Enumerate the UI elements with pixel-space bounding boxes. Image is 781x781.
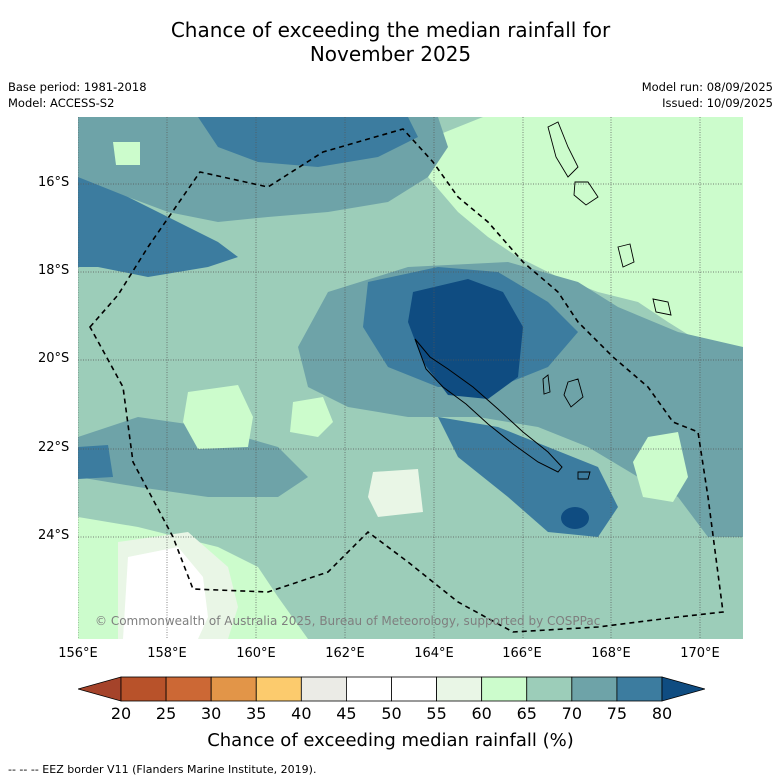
shade-60-65-patch-c [633, 432, 688, 502]
vanuatu-north-coastline [547, 121, 579, 178]
shade-45-55-southwest [123, 547, 208, 639]
colorbar-cell [526, 676, 573, 702]
colorbar-cell [391, 676, 437, 702]
colorbar-tick-label: 65 [516, 704, 537, 723]
colorbar-cell [210, 676, 257, 702]
colorbar-cells [78, 676, 705, 702]
lon-tick: 164°E [414, 646, 454, 661]
loyalty-islands-coastline [563, 378, 584, 408]
issued-date: Issued: 10/09/2025 [662, 96, 773, 110]
title-line-2: November 2025 [309, 42, 472, 66]
lifou-coastline [542, 374, 551, 395]
shade-75-80-west [78, 177, 238, 277]
colorbar-cell [120, 676, 167, 702]
vanuatu-south-coastline [617, 243, 635, 268]
colorbar-cell [165, 676, 212, 702]
colorbar-arrow-low [78, 676, 122, 702]
lat-tick: 16°S [38, 175, 70, 190]
colorbar [78, 676, 705, 702]
right-metadata: Model run: 08/09/2025 Issued: 10/09/2025 [642, 79, 773, 111]
colorbar-tick-label: 60 [471, 704, 492, 723]
colorbar-tick-label: 20 [110, 704, 132, 723]
colorbar-tick-label: 25 [155, 704, 177, 723]
shade-80-plus-south [561, 507, 589, 529]
isle-of-pines-coastline [577, 471, 591, 480]
eez-footnote: -- -- -- EEZ border V11 (Flanders Marine… [8, 763, 317, 776]
colorbar-arrow-high [661, 676, 705, 702]
lon-tick: 156°E [58, 646, 98, 661]
lon-tick: 166°E [502, 646, 542, 661]
lon-tick: 160°E [236, 646, 276, 661]
map-title: Chance of exceeding the median rainfall … [0, 18, 781, 66]
lat-tick: 22°S [38, 440, 70, 455]
base-period: Base period: 1981-2018 [8, 80, 147, 94]
colorbar-tick-label: 55 [426, 704, 447, 723]
colorbar-cell [300, 676, 347, 702]
shade-75-80-south [438, 417, 618, 537]
colorbar-cell [616, 676, 663, 702]
lon-tick: 168°E [591, 646, 631, 661]
lat-tick: 24°S [38, 528, 70, 543]
colorbar-tick-label: 50 [381, 704, 402, 723]
shade-70-75-west [78, 417, 308, 497]
shade-60-65-patch-a [183, 385, 253, 449]
eez-border [89, 128, 724, 633]
vanuatu-central-coastline [573, 181, 599, 206]
colorbar-tick-label: 80 [651, 704, 673, 723]
colorbar-tick-label: 35 [246, 704, 267, 723]
lat-tick: 18°S [38, 263, 70, 278]
colorbar-cell [346, 676, 392, 702]
colorbar-cell [481, 676, 528, 702]
colorbar-tick-label: 45 [336, 704, 357, 723]
rainfall-map-svg [78, 117, 743, 639]
new-caledonia-coastline [414, 338, 563, 473]
island-coastline-a [652, 298, 672, 316]
model-name: Model: ACCESS-S2 [8, 96, 115, 110]
title-line-1: Chance of exceeding the median rainfall … [170, 18, 611, 42]
colorbar-cell [436, 676, 483, 702]
shade-75-80-north [198, 117, 418, 167]
rainfall-map [78, 117, 743, 639]
shade-60-65-patch-b [290, 397, 333, 437]
colorbar-tick-label: 70 [561, 704, 582, 723]
lon-tick: 170°E [680, 646, 720, 661]
lat-tick: 20°S [38, 351, 70, 366]
lon-tick: 158°E [147, 646, 187, 661]
lon-tick: 162°E [325, 646, 365, 661]
shade-75-80-west-edge [78, 445, 113, 479]
colorbar-label: Chance of exceeding median rainfall (%) [207, 730, 574, 751]
left-metadata: Base period: 1981-2018 Model: ACCESS-S2 [8, 79, 147, 111]
shade-60-65-patch-d [113, 142, 140, 165]
colorbar-tick-label: 75 [606, 704, 628, 723]
colorbar-tick-label: 40 [291, 704, 312, 723]
colorbar-cell [255, 676, 302, 702]
model-run: Model run: 08/09/2025 [641, 80, 773, 94]
colorbar-tick-label: 30 [200, 704, 222, 723]
shade-55-60-patch [368, 469, 423, 517]
shade-80-plus [408, 279, 523, 399]
copyright-notice: © Commonwealth of Australia 2025, Bureau… [95, 614, 601, 628]
shade-60-65-east [408, 117, 743, 367]
colorbar-cell [571, 676, 618, 702]
